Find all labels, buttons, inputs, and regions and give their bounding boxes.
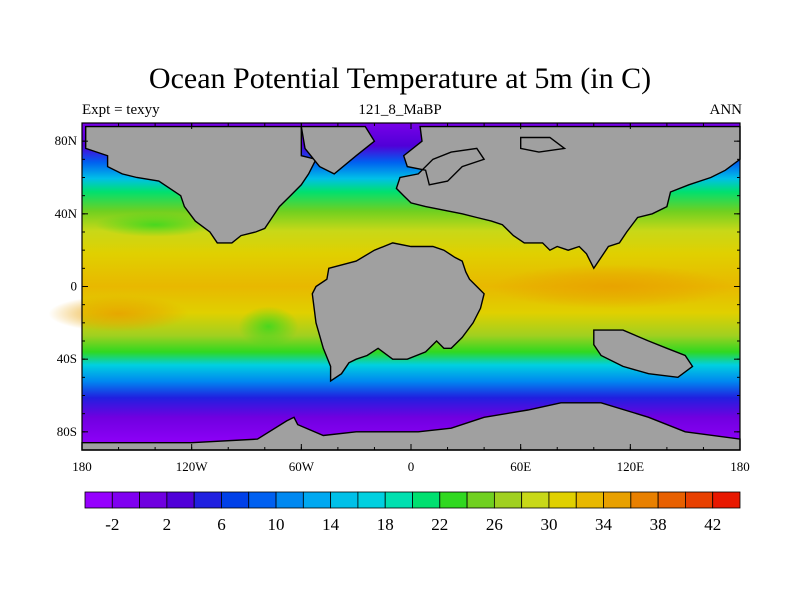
time-label: 121_8_MaBP [358,102,442,118]
lat-tick-label: 80N [55,133,78,148]
colorbar-label: 26 [486,515,503,534]
lon-tick-label: 0 [408,459,415,474]
colorbar-swatch [712,491,741,509]
lon-tick-label: 120W [176,459,209,474]
colorbar-label: 2 [163,515,172,534]
colorbar-swatch [575,491,604,509]
land-australia [593,329,694,379]
warm-pool-shading [492,264,733,309]
colorbar-swatch [439,491,468,509]
lon-tick-label: 60W [289,459,315,474]
colorbar: -2 2 6 10 14 18 22 26 30 34 38 42 [84,491,741,534]
warm-shading-west [48,295,189,332]
colorbar-swatch [657,491,686,509]
colorbar-swatch [630,491,659,509]
colorbar-swatch [685,491,714,509]
colorbar-swatch [166,491,195,509]
lon-tick-label: 60E [510,459,531,474]
colorbar-label: 22 [431,515,448,534]
colorbar-swatch [302,491,332,509]
land-north-america [84,125,318,244]
colorbar-swatch [493,491,523,509]
colorbar-label: 38 [650,515,667,534]
lon-tick-label: 180 [72,459,92,474]
lon-tick-label: 120E [617,459,645,474]
colorbar-swatch [84,491,113,509]
colorbar-label: 18 [377,515,394,534]
colorbar-swatch [466,491,495,509]
lon-tick-label: 180 [730,459,750,474]
land-greenland-island [300,125,376,175]
lat-tick-label: 40S [57,351,77,366]
colorbar-swatch [357,491,386,509]
lat-tick-label: 0 [71,279,78,294]
colorbar-swatch [248,491,277,509]
land-europe-asia [395,125,741,270]
colorbar-label: -2 [105,515,119,534]
colorbar-swatch [111,491,140,509]
colorbar-swatch [521,491,550,509]
colorbar-swatch [412,491,441,509]
lat-tick-label: 40N [55,206,78,221]
season-label: ANN [709,102,743,118]
land-arctic-island [520,136,567,153]
colorbar-swatch [330,491,359,509]
colorbar-label: 10 [268,515,285,534]
land-antarctica [81,402,741,451]
colorbar-swatch [275,491,304,509]
land-south-america-africa [311,242,485,383]
north-pacific-shading [95,212,216,237]
cool-upwelling-shading [238,306,299,347]
colorbar-label: 14 [322,515,340,534]
colorbar-swatch [603,491,632,509]
colorbar-swatch [193,491,222,509]
colorbar-swatch [139,491,168,509]
lat-tick-label: 80S [57,424,77,439]
colorbar-label: 6 [217,515,226,534]
colorbar-label: 42 [704,515,721,534]
colorbar-swatch [384,491,413,509]
colorbar-swatch [548,491,577,509]
colorbar-swatch [221,491,250,509]
colorbar-label: 34 [595,515,613,534]
experiment-label: Expt = texyy [82,102,160,118]
map-title: Ocean Potential Temperature at 5m (in C) [148,62,652,95]
colorbar-label: 30 [540,515,557,534]
